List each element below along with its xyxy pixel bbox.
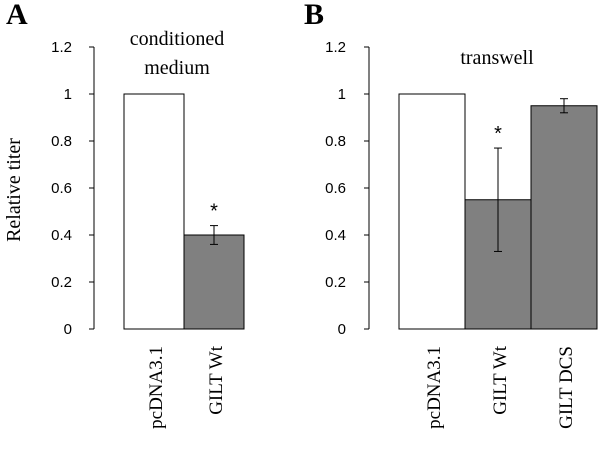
y-tick-label: 1	[338, 86, 346, 103]
y-tick-label: 1.2	[51, 39, 72, 56]
bar	[530, 105, 598, 330]
y-tick-label: 0.6	[51, 180, 72, 197]
category-label: GILT Wt	[490, 345, 511, 415]
y-tick-label: 1.2	[325, 39, 346, 56]
bar	[183, 234, 245, 330]
panel-a-letter: A	[6, 0, 28, 31]
y-tick-label: 0.4	[51, 227, 72, 244]
significance-marker: *	[210, 201, 218, 223]
significance-marker: *	[494, 123, 502, 145]
panel-b-letter: B	[304, 0, 324, 31]
y-tick-label: 0	[64, 321, 72, 338]
panel-b-plot: 0 0.2 0.4 0.6 0.8 1 1.2 pcDNA3.1 * GILT Wt GILT DC…	[325, 39, 598, 429]
panel-a-plot: 0 0.2 0.4 0.6 0.8 1 1.2 pcDNA3.1 * GILT Wt	[51, 39, 245, 429]
y-tick-label: 0.8	[325, 133, 346, 150]
category-label: GILT DCS	[556, 346, 577, 429]
bar	[123, 93, 185, 330]
y-tick-label: 0.2	[51, 274, 72, 291]
y-tick-label: 0.2	[325, 274, 346, 291]
category-label: pcDNA3.1	[424, 346, 445, 429]
panel-b-title: transwell	[460, 47, 534, 69]
category-label: pcDNA3.1	[146, 346, 167, 429]
panel-a-title-line-1: conditioned	[130, 28, 224, 50]
category-label: GILT Wt	[206, 345, 227, 415]
bar	[398, 93, 466, 330]
y-tick-label: 0.8	[51, 133, 72, 150]
y-tick-label: 1	[64, 86, 72, 103]
y-tick-label: 0.6	[325, 180, 346, 197]
y-axis-label: Relative titer	[3, 138, 25, 242]
y-tick-label: 0.4	[325, 227, 346, 244]
panel-a-title-line-2: medium	[144, 57, 210, 79]
y-tick-label: 0	[338, 321, 346, 338]
